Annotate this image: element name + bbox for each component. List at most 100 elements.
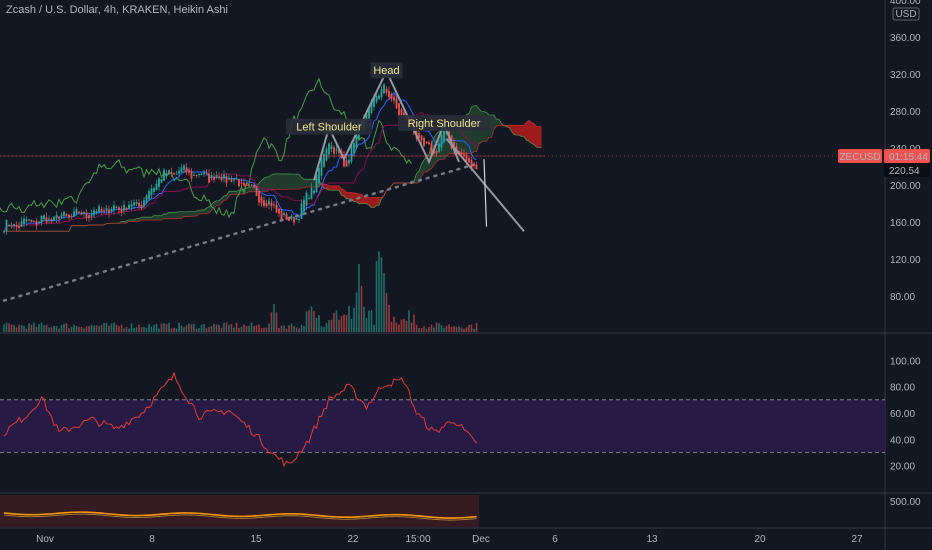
volume-bar: [418, 327, 420, 332]
volume-bar: [365, 318, 368, 332]
volume-bar: [353, 307, 355, 332]
volume-bar: [20, 325, 23, 332]
volume-bar: [123, 328, 125, 332]
ichimoku-cloud-segment: [171, 212, 174, 219]
candle-body: [128, 204, 130, 209]
ichimoku-cloud-segment: [304, 179, 307, 188]
volume-bar: [18, 324, 20, 332]
candle-body: [130, 204, 133, 207]
volume-bar: [203, 324, 205, 332]
volume-bar: [228, 324, 230, 332]
ichimoku-cloud-segment: [301, 177, 304, 188]
candle-body: [398, 103, 400, 116]
volume-bar: [368, 310, 370, 332]
candle-body: [288, 216, 290, 221]
candle-body: [213, 176, 215, 180]
candle-body: [423, 137, 425, 146]
volume-bar: [178, 322, 180, 332]
ichimoku-cloud-segment: [539, 126, 542, 148]
rsi-band: [0, 399, 885, 453]
candle-body: [435, 151, 438, 154]
ichimoku-cloud-segment: [249, 186, 252, 192]
rsi-line: [3, 371, 477, 468]
candle-body: [368, 107, 370, 119]
volume-bar: [98, 326, 100, 332]
candle-body: [260, 196, 263, 204]
candle-body: [143, 200, 145, 207]
candle-body: [33, 220, 35, 222]
last-price-tag: [884, 163, 930, 178]
volume-bar: [430, 324, 433, 332]
volume-bar: [205, 328, 208, 332]
candle-body: [60, 214, 63, 218]
volume-bar: [198, 328, 200, 332]
candle-body: [75, 208, 78, 214]
volume-bar: [5, 322, 8, 332]
volume-bar: [335, 310, 338, 332]
candle-body: [20, 221, 23, 227]
volume-bar: [383, 272, 385, 332]
candle-body: [225, 176, 228, 183]
annotation-label: Left Shoulder: [296, 122, 362, 134]
time-axis-label: 15: [250, 534, 262, 545]
ichimoku-cloud-segment: [226, 191, 229, 201]
ichimoku-cloud-segment: [349, 192, 352, 200]
candle-body: [438, 143, 440, 153]
volume-bar: [463, 328, 465, 332]
candle-body: [35, 221, 38, 226]
ichimoku-cloud-segment: [199, 210, 202, 214]
ichimoku-cloud-segment: [169, 212, 172, 219]
ichimoku-cloud-segment: [176, 211, 179, 219]
projection-line: [483, 159, 488, 227]
volume-bar: [160, 323, 163, 332]
volume-bar: [438, 323, 440, 332]
candle-body: [10, 225, 13, 227]
volume-bar: [240, 326, 243, 332]
candle-body: [270, 202, 273, 207]
volume-bar: [225, 322, 228, 332]
volume-bar: [35, 326, 38, 332]
ichimoku-cloud-segment: [204, 208, 207, 214]
candle-body: [233, 178, 235, 181]
volume-bar: [355, 292, 358, 332]
volume-bar: [95, 325, 98, 332]
candle-body: [220, 177, 223, 181]
ichimoku-cloud-segment: [224, 195, 227, 201]
volume-bar: [285, 328, 288, 332]
volume-bar: [388, 304, 390, 332]
volume-bar: [378, 251, 380, 332]
ichimoku-cloud-segment: [519, 125, 522, 137]
volume-bar: [345, 315, 348, 332]
volume-bar: [310, 306, 313, 332]
candle-body: [23, 218, 25, 225]
price-axis-label: 400.00: [890, 0, 921, 7]
candle-body: [465, 154, 468, 161]
candle-body: [40, 215, 43, 223]
candle-body: [13, 224, 15, 227]
ichimoku-cloud-segment: [264, 176, 267, 192]
volume-bar: [468, 324, 470, 332]
volume-bar: [78, 326, 80, 332]
leading-span-b: [4, 119, 542, 232]
volume-bar: [83, 328, 85, 332]
annotation-box: [286, 118, 372, 135]
volume-bar: [290, 323, 293, 332]
price-axis-label: 200.00: [890, 181, 921, 192]
ichimoku-cloud-segment: [281, 173, 284, 190]
ichimoku-cloud-segment: [279, 173, 282, 190]
volume-bar: [30, 324, 33, 332]
candle-body: [38, 221, 40, 224]
volume-bar: [420, 328, 423, 332]
ichimoku-cloud-segment: [121, 221, 124, 224]
ichimoku-cloud-segment: [201, 210, 204, 214]
candle-body: [305, 192, 308, 206]
volume-bar: [68, 328, 70, 332]
candle-body: [158, 178, 160, 187]
volume-bar: [65, 323, 68, 332]
time-axis-label: Dec: [472, 534, 490, 545]
candle-body: [355, 129, 358, 149]
candle-body: [198, 173, 200, 176]
volume-bar: [145, 327, 148, 332]
volume-bar: [208, 326, 210, 332]
